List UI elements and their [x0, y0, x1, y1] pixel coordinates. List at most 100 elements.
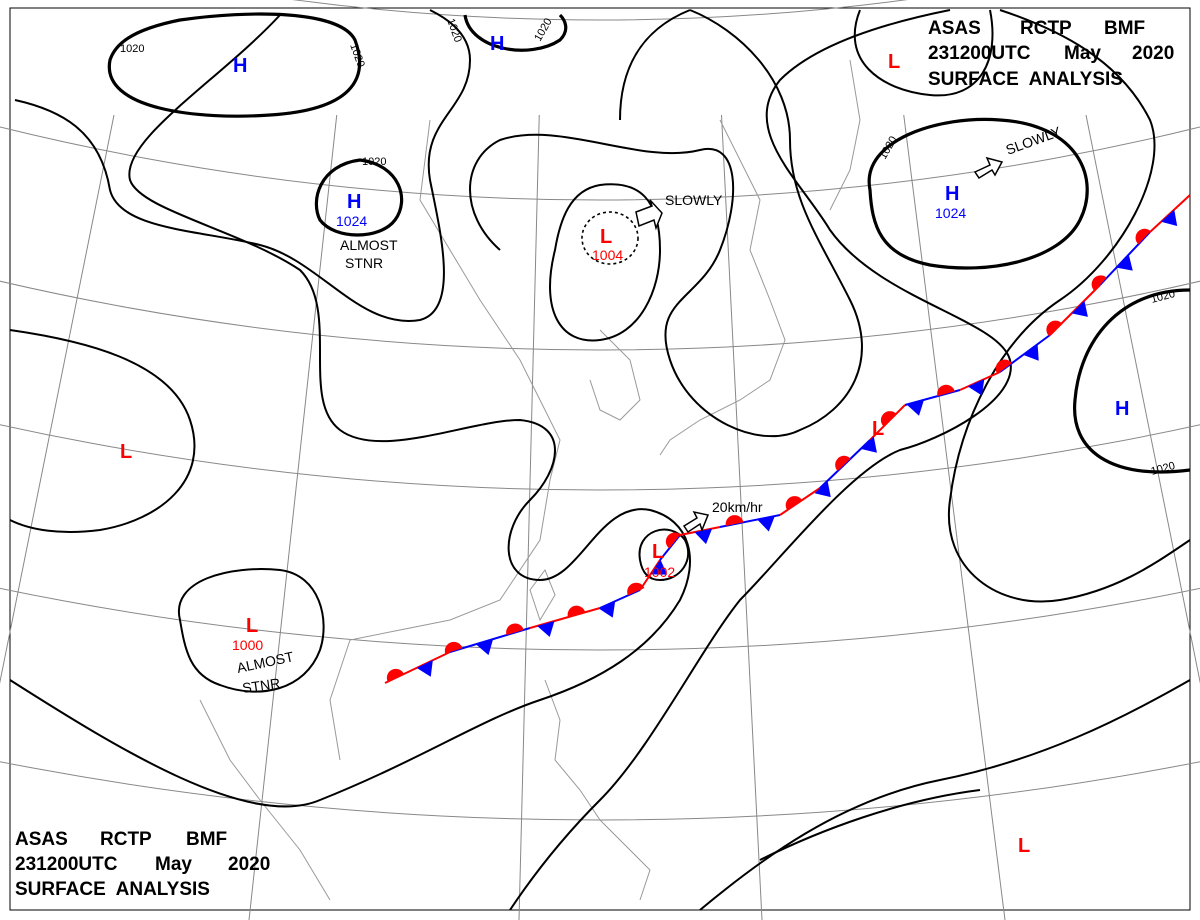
- header-year: 2020: [228, 854, 270, 875]
- warm-front-semicircle: [937, 384, 955, 397]
- header-source: BMF: [1104, 18, 1145, 39]
- latitude-line: [0, 587, 1200, 650]
- isobar-southchina-low: [177, 568, 325, 693]
- warm-front-semicircle: [627, 582, 645, 596]
- cold-front-triangle: [650, 559, 668, 575]
- high-center-symbol: H: [1115, 398, 1129, 420]
- isobar-pacific-ridge: [509, 9, 1012, 911]
- cold-front-triangle: [757, 516, 775, 532]
- header-time: 231200UTC: [928, 43, 1031, 64]
- motion-arrow-icon: [682, 510, 710, 534]
- front-line-segment: [679, 526, 721, 536]
- cold-front-triangle: [694, 528, 713, 545]
- high-pressure-value: 1024: [935, 205, 966, 221]
- motion-arrow-icon: [973, 156, 1004, 180]
- pressure-centers: H H 1024 ALMOST STNR H H 1024 SLOWLY H L…: [120, 33, 1129, 857]
- isobar-central: [9, 329, 196, 533]
- low-center-symbol: L: [1018, 835, 1030, 857]
- warm-front-semicircle: [835, 455, 851, 472]
- motion-label: ALMOST: [340, 237, 398, 253]
- header-month: May: [155, 854, 192, 875]
- header-bottom: ASAS RCTP BMF 231200UTC May 2020 SURFACE…: [15, 829, 270, 900]
- stationary-front: [384, 194, 1191, 684]
- isobar-1020-east-high: [1073, 288, 1191, 474]
- warm-front-semicircle: [386, 668, 404, 682]
- coastlines: [199, 59, 861, 901]
- header-product: ASAS: [928, 18, 981, 39]
- header-source: BMF: [186, 829, 227, 850]
- meridian-line: [248, 114, 338, 920]
- motion-label: STNR: [241, 675, 281, 696]
- meridian-line: [0, 114, 115, 685]
- low-center-symbol: L: [246, 615, 258, 637]
- low-center-symbol: L: [600, 226, 612, 248]
- coast-kamchatka: [829, 59, 861, 211]
- header-station: RCTP: [100, 829, 152, 850]
- isobar-taiwan-low: [638, 528, 690, 582]
- warm-front-semicircle: [995, 359, 1012, 374]
- isobar-manchuria-low: [549, 183, 662, 342]
- front-line-segment: [904, 389, 961, 406]
- cold-front-triangle: [860, 436, 877, 453]
- motion-label: SLOWLY: [1004, 123, 1064, 158]
- header-title: SURFACE ANALYSIS: [15, 879, 210, 900]
- isobar-label: 1020: [362, 156, 386, 168]
- warm-front-semicircle: [880, 411, 897, 427]
- isobar-northeast: [853, 9, 994, 97]
- header-station: RCTP: [1020, 18, 1072, 39]
- coast-korea: [589, 329, 641, 421]
- front-line-segment: [779, 487, 821, 516]
- cold-front-triangle: [1071, 300, 1088, 317]
- isobar-label: 1020: [120, 43, 144, 55]
- low-pressure-value: 1000: [232, 637, 263, 653]
- isobar-china-trough: [9, 14, 691, 808]
- meridian-line: [721, 114, 763, 920]
- front-line-segment: [529, 607, 601, 629]
- motion-label: SLOWLY: [665, 192, 723, 208]
- cold-front-triangle: [1023, 344, 1039, 361]
- isobar-east-ridge: [947, 9, 1191, 603]
- cold-front-triangle: [416, 660, 433, 677]
- warm-front-semicircle: [444, 641, 463, 654]
- front-line-segment: [869, 404, 906, 441]
- isobar-southeast: [699, 679, 1191, 911]
- isobars: [9, 9, 1191, 911]
- cold-front-triangle: [1116, 254, 1133, 271]
- high-center-symbol: H: [945, 183, 959, 205]
- low-center-symbol: L: [872, 418, 884, 440]
- cold-front-triangle: [1161, 209, 1178, 226]
- isobar-label: 1020: [877, 134, 900, 161]
- header-product: ASAS: [15, 829, 68, 850]
- motion-label: 20km/hr: [712, 499, 763, 515]
- high-center-symbol: H: [347, 191, 361, 213]
- low-pressure-value: 1004: [592, 247, 623, 263]
- warm-front-semicircle: [785, 496, 803, 511]
- coast-philippines: [544, 679, 651, 901]
- coast-taiwan: [529, 568, 556, 622]
- header-month: May: [1064, 43, 1101, 64]
- warm-front-semicircle: [1091, 275, 1107, 291]
- low-center-symbol: L: [888, 51, 900, 73]
- isobar-south-trough: [619, 9, 691, 121]
- map-frame: [9, 7, 1191, 911]
- motion-arrow-icon: [635, 199, 663, 231]
- cold-front-triangle: [475, 639, 494, 656]
- isobar-1020-nw-high: [107, 12, 362, 118]
- isobar-label: 1020: [444, 17, 464, 44]
- warm-front-semicircle: [1135, 228, 1151, 245]
- isobar-1020-pacific-high: [867, 117, 1089, 270]
- motion-label: STNR: [345, 255, 383, 271]
- cold-front-triangle: [906, 399, 924, 416]
- header-year: 2020: [1132, 43, 1174, 64]
- high-center-symbol: H: [490, 33, 504, 55]
- front-line-segment: [1049, 284, 1101, 336]
- coast-china: [329, 119, 561, 761]
- isobar-label: 1020: [347, 42, 367, 69]
- isobar-south-low: [759, 789, 981, 861]
- isobar-label: 1020: [1150, 460, 1177, 478]
- coast-japan: [659, 119, 786, 456]
- cold-front-triangle: [814, 480, 831, 498]
- cold-front-triangle: [537, 621, 555, 637]
